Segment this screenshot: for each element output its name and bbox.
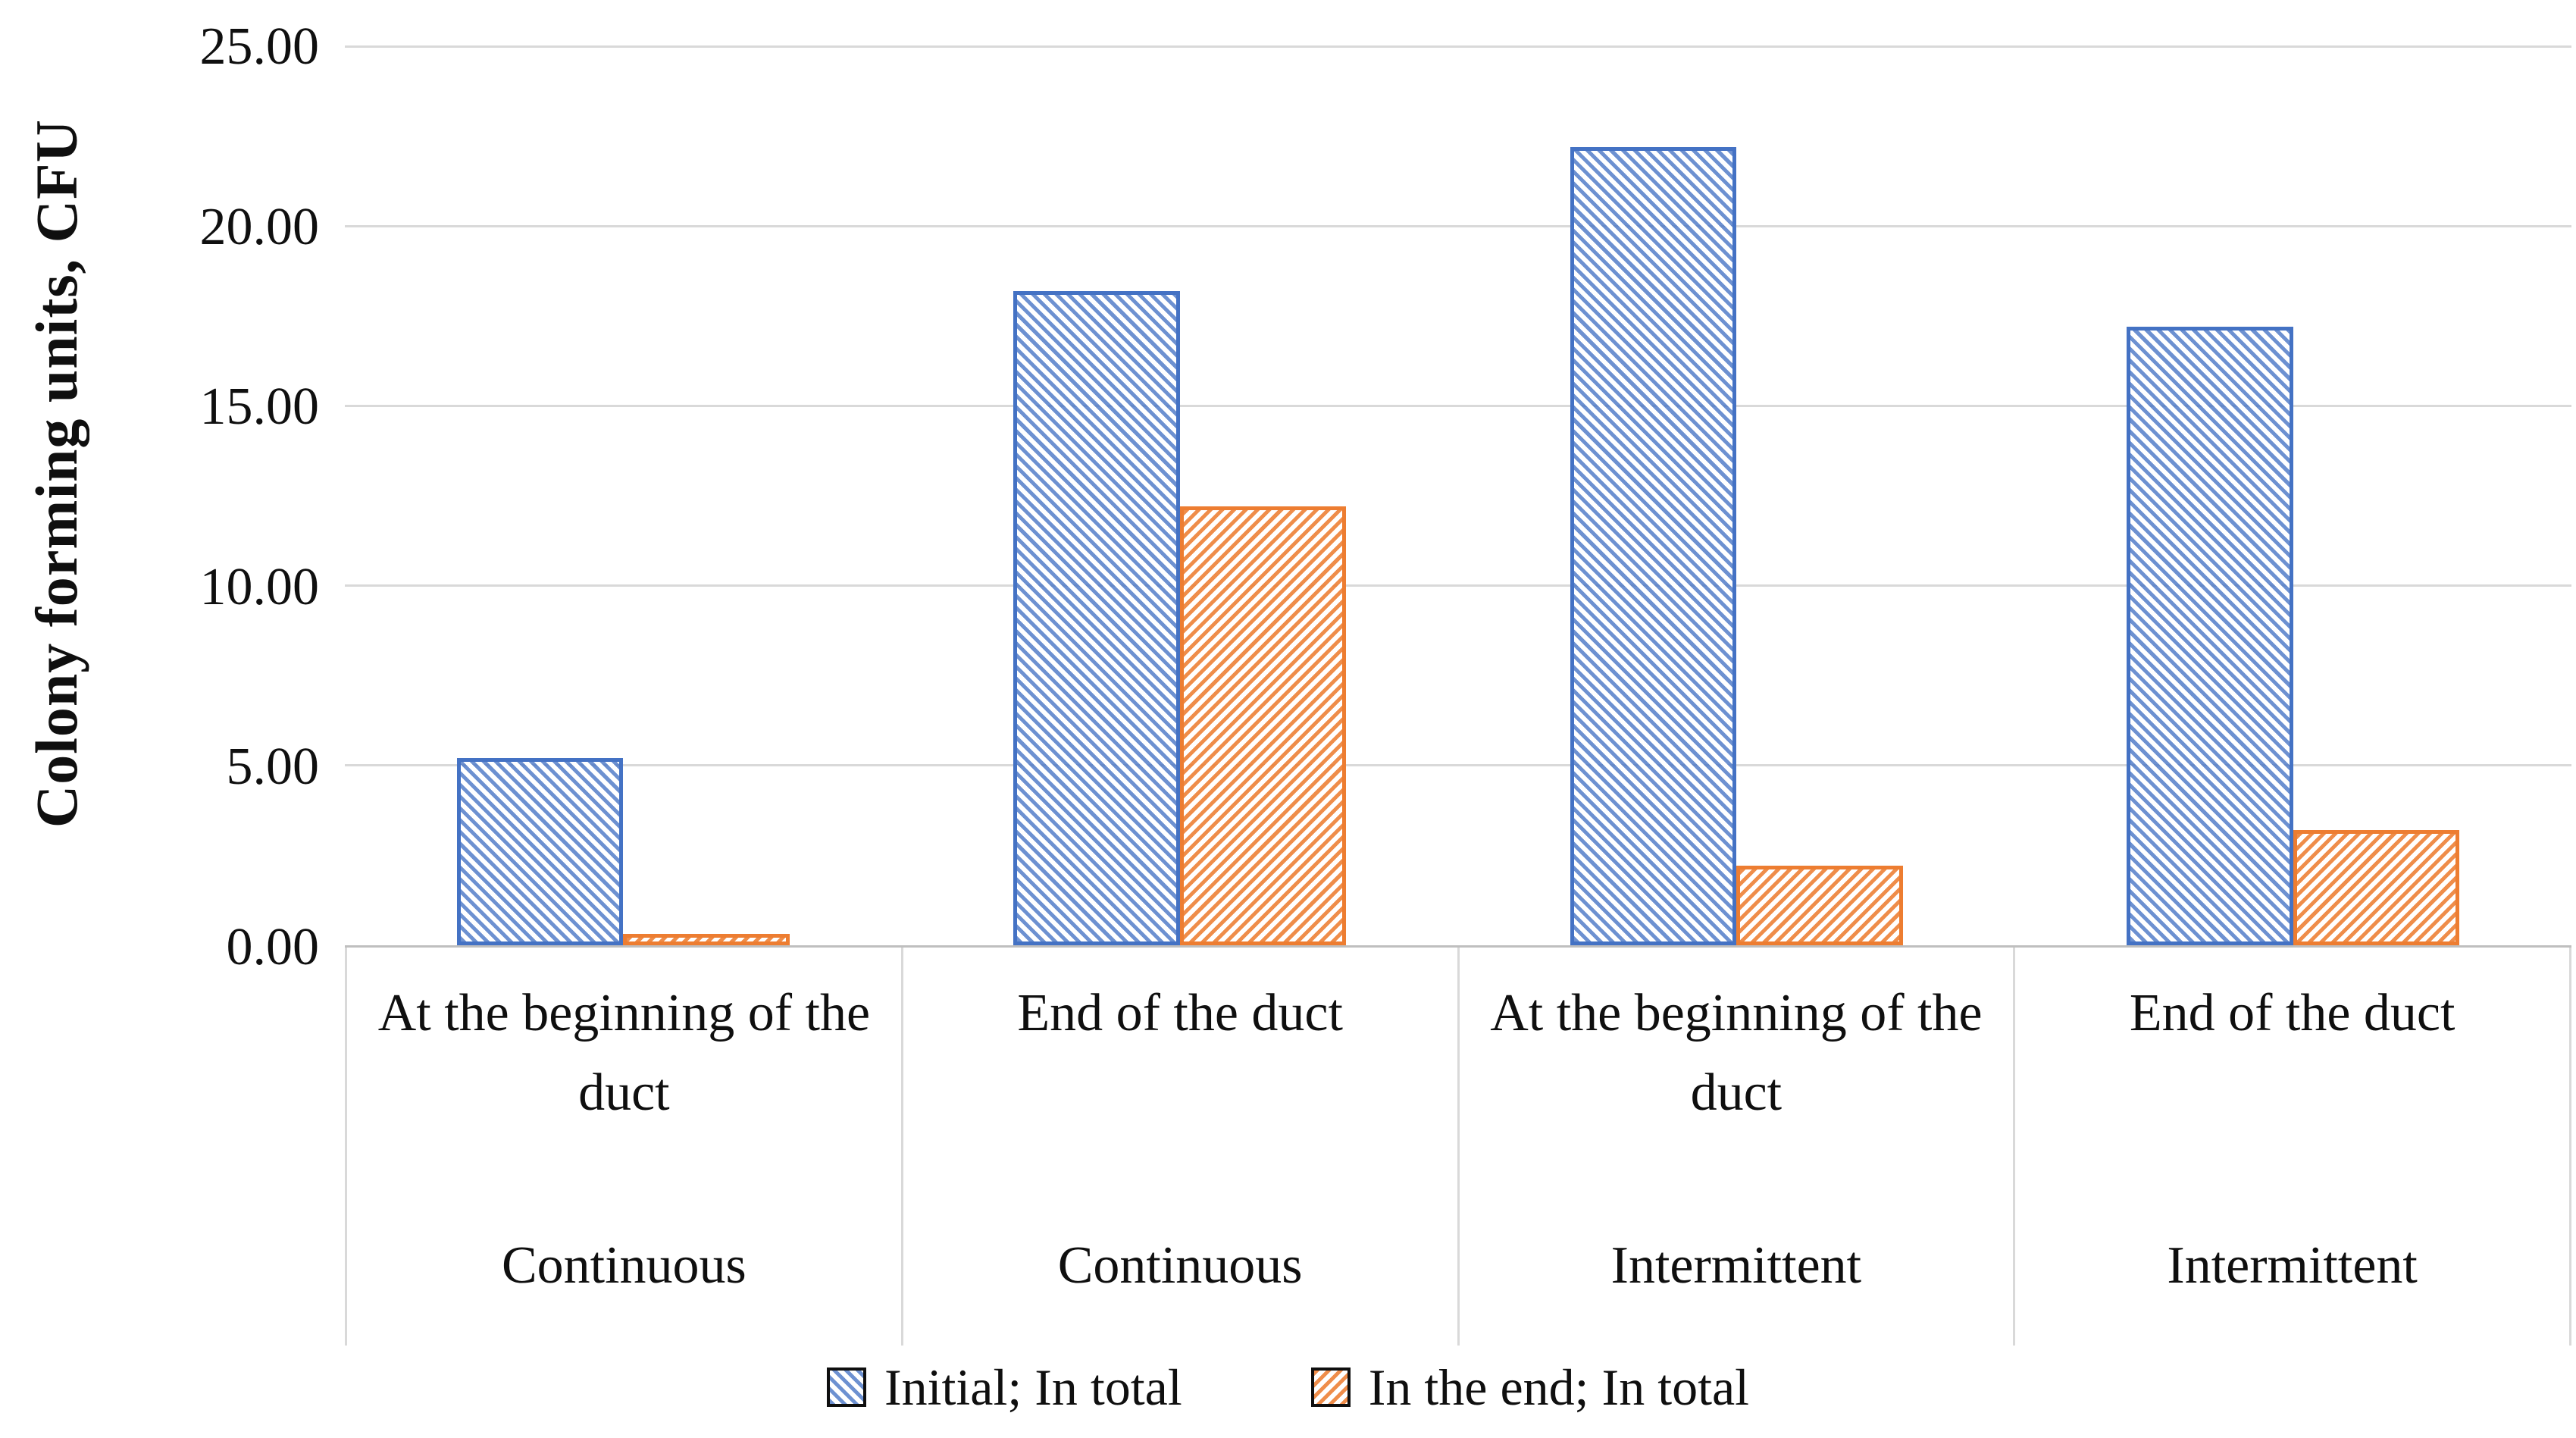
bar-initial — [1570, 147, 1737, 945]
gridline — [345, 584, 2571, 587]
category-location-label: At the beginning of the duct — [377, 984, 871, 1122]
legend-swatch-orange-hatch — [1310, 1368, 1351, 1407]
y-tick-label: 25.00 — [199, 17, 320, 76]
y-tick-label: 10.00 — [199, 557, 320, 616]
y-tick-label: 20.00 — [199, 197, 320, 256]
bar-initial — [1013, 290, 1180, 945]
category-column: At the beginning of the duct Continuous — [345, 948, 903, 1346]
legend-label: Initial; In total — [884, 1358, 1182, 1416]
plot-area — [345, 45, 2571, 948]
gridline — [345, 764, 2571, 766]
y-tick-label: 0.00 — [226, 918, 320, 976]
bar-initial — [2127, 327, 2293, 945]
bar-in-the-end — [623, 934, 790, 945]
x-axis-category-labels: At the beginning of the duct Continuous En… — [345, 948, 2571, 1346]
bar-initial — [456, 758, 624, 945]
plot-region — [345, 0, 2576, 948]
gridline — [345, 405, 2571, 407]
gridline — [345, 225, 2571, 227]
category-location-label: End of the duct — [1017, 984, 1343, 1042]
category-mode-label: Continuous — [1057, 1236, 1303, 1295]
category-location-label: At the beginning of the duct — [1490, 984, 1983, 1122]
category-mode-label: Intermittent — [1610, 1236, 1862, 1295]
bar-group — [902, 47, 1459, 945]
bar-in-the-end — [1736, 866, 1903, 945]
legend-item: In the end; In total — [1310, 1358, 1750, 1416]
bar-groups — [345, 47, 2571, 945]
category-mode-label: Continuous — [501, 1236, 747, 1295]
y-tick-label: 15.00 — [199, 378, 320, 437]
legend-label: In the end; In total — [1368, 1358, 1750, 1416]
bar-group — [2015, 47, 2572, 945]
bar-in-the-end — [1179, 506, 1347, 945]
category-column: At the beginning of the duct Intermittent — [1460, 948, 2016, 1346]
legend-swatch-blue-hatch — [826, 1368, 866, 1407]
y-axis-title: Colony forming units, CFU — [23, 119, 89, 829]
y-axis: 0.00 5.00 10.00 15.00 20.00 25.00 — [114, 0, 345, 974]
bar-group — [1458, 47, 2015, 945]
legend-item: Initial; In total — [826, 1358, 1182, 1416]
category-location-label: End of the duct — [2129, 984, 2455, 1042]
category-column: End of the duct Continuous — [903, 948, 1460, 1346]
category-column: End of the duct Intermittent — [2015, 948, 2571, 1346]
y-tick-labels: 0.00 5.00 10.00 15.00 20.00 25.00 — [114, 20, 345, 974]
y-axis-title-area: Colony forming units, CFU — [0, 0, 114, 948]
y-tick-label: 5.00 — [226, 738, 320, 797]
gridline — [345, 45, 2571, 48]
bar-in-the-end — [2293, 829, 2460, 945]
bar-group — [345, 47, 902, 945]
category-mode-label: Intermittent — [2167, 1236, 2418, 1295]
legend: Initial; In total In the end; In total — [0, 1346, 2576, 1438]
